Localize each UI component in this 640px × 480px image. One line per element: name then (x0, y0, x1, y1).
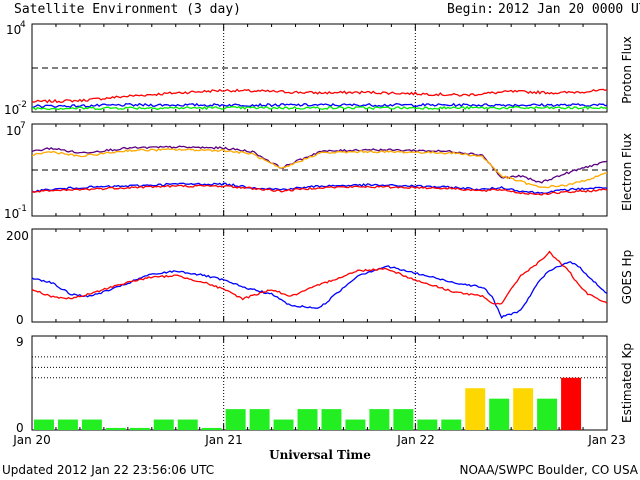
kp-bar (417, 419, 438, 430)
electron-series-orange (31, 148, 608, 189)
xaxis-title: Universal Time (269, 448, 371, 462)
xtick-jan22: Jan 22 (396, 433, 435, 447)
electron-ytick-bottom-base: 10 (4, 207, 19, 221)
source-credit: NOAA/SWPC Boulder, CO USA (460, 463, 639, 477)
electron-series-blue (31, 182, 608, 194)
kp-ylabel: Estimated Kp (620, 343, 634, 423)
electron-ytick-top-base: 10 (6, 124, 21, 138)
kp-bar (153, 419, 174, 430)
hp-series-red (31, 250, 608, 305)
electron-ytick-top-exp: 7 (20, 121, 26, 131)
kp-bar (34, 419, 54, 430)
electron-ytick-bottom-exp: -1 (18, 204, 27, 214)
kp-bar (513, 388, 534, 430)
kp-ytick-bottom: 0 (16, 421, 24, 435)
updated-timestamp: Updated 2012 Jan 22 23:56:06 UTC (2, 463, 214, 477)
kp-bar (537, 398, 558, 430)
kp-bar (105, 427, 126, 430)
electron-frame (31, 123, 608, 217)
proton-ytick-bottom-base: 10 (4, 103, 19, 117)
hp-ylabel: GOES Hp (620, 250, 634, 304)
electron-ylabel: Electron Flux (620, 133, 634, 211)
chart-title: Satellite Environment (3 day) (14, 2, 241, 17)
proton-series-blue (31, 102, 608, 109)
proton-series-red (31, 88, 608, 104)
kp-bar (81, 419, 102, 430)
begin-label: Begin: (447, 2, 494, 17)
kp-ytick-top: 9 (16, 335, 24, 349)
kp-bar (441, 419, 462, 430)
kp-bar (369, 409, 390, 430)
kp-bar (297, 409, 318, 430)
panels-group (31, 23, 608, 431)
proton-ytick-top-base: 10 (6, 23, 21, 37)
kp-bar (321, 409, 342, 430)
kp-bar (561, 377, 582, 430)
proton-ytick-top-exp: 4 (20, 20, 26, 30)
kp-bar (177, 419, 198, 430)
kp-bar (201, 427, 222, 430)
kp-bar (225, 409, 246, 430)
xtick-jan20: Jan 20 (12, 433, 51, 447)
kp-bar (465, 388, 486, 430)
electron-series-purple (31, 145, 608, 184)
kp-bar (57, 419, 78, 430)
proton-frame (31, 23, 608, 113)
electron-series-red (31, 184, 608, 196)
proton-series-green (31, 105, 608, 111)
kp-bar (249, 409, 270, 430)
xtick-jan21: Jan 21 (204, 433, 243, 447)
xtick-jan23: Jan 23 (587, 433, 626, 447)
kp-bar (393, 409, 414, 430)
kp-bar (345, 419, 366, 430)
hp-ytick-top: 200 (6, 229, 29, 243)
kp-bar (273, 419, 294, 430)
proton-ytick-bottom-exp: -2 (18, 100, 27, 110)
kp-bar (129, 427, 150, 430)
kp-bar (489, 398, 510, 430)
hp-series-blue (31, 261, 608, 319)
proton-ylabel: Proton Flux (620, 36, 634, 103)
hp-ytick-bottom: 0 (16, 313, 24, 327)
begin-value: 2012 Jan 20 0000 UTC (498, 2, 640, 17)
